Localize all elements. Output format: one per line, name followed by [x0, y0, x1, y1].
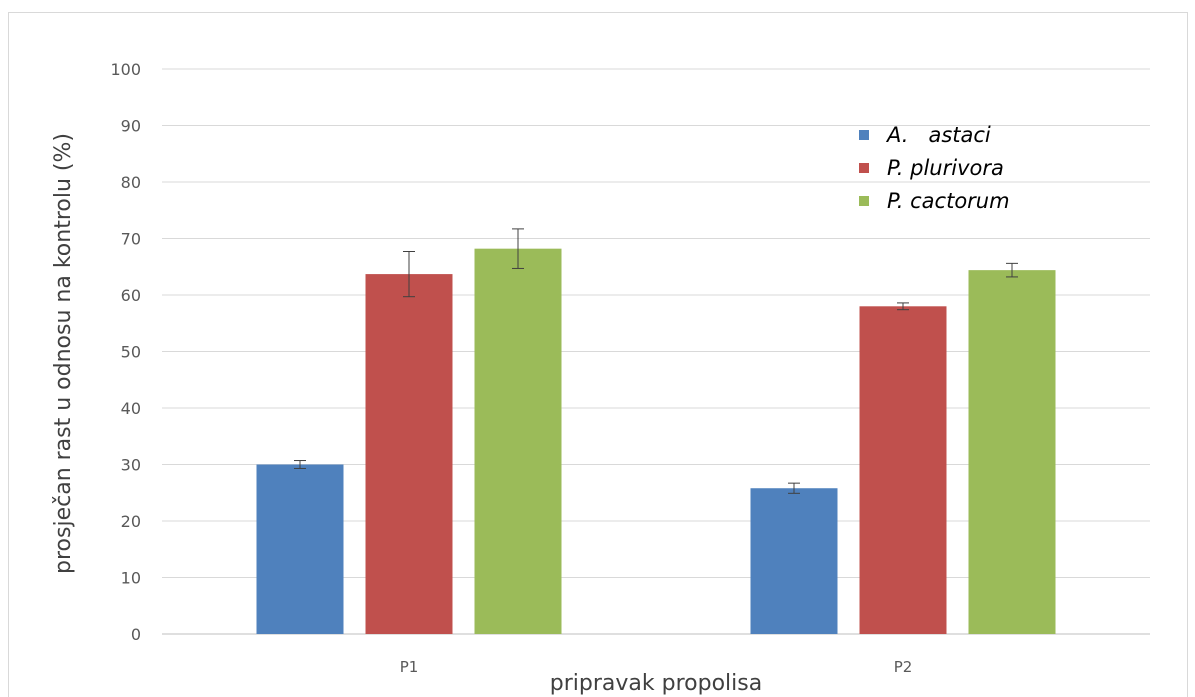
y-tick-label: 20 — [121, 512, 141, 531]
legend-swatch — [859, 163, 869, 173]
legend-label: P. plurivora — [887, 156, 1004, 180]
legend-swatch — [859, 196, 869, 206]
y-axis-title: prosječan rast u odnosu na kontrolu (%) — [51, 133, 76, 574]
bar — [365, 274, 453, 634]
bar — [256, 464, 344, 634]
y-tick-label: 30 — [121, 456, 141, 475]
bar — [968, 270, 1056, 634]
y-tick-label: 80 — [121, 173, 141, 192]
bar — [859, 306, 947, 634]
x-tick-label: P2 — [894, 658, 913, 676]
y-tick-label: 50 — [121, 343, 141, 362]
legend-label: A. astaci — [885, 123, 991, 147]
legend-label: P. cactorum — [887, 189, 1010, 213]
bar — [750, 488, 838, 634]
y-tick-label: 60 — [121, 286, 141, 305]
y-tick-label: 0 — [131, 625, 141, 644]
x-tick-label: P1 — [400, 658, 419, 676]
y-tick-label: 100 — [110, 60, 141, 79]
y-tick-label: 40 — [121, 399, 141, 418]
legend-swatch — [859, 130, 869, 140]
y-tick-label: 70 — [121, 230, 141, 249]
bar — [474, 248, 562, 635]
y-tick-label: 10 — [121, 569, 141, 588]
y-tick-label: 90 — [121, 117, 141, 136]
x-axis-title: pripravak propolisa — [550, 671, 762, 696]
